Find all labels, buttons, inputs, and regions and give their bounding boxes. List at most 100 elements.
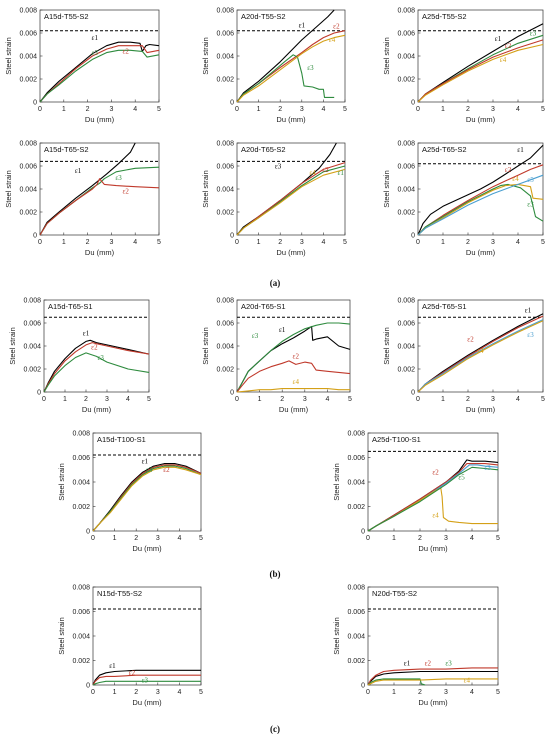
strain-label: ε4 [329,36,336,44]
x-tick-label: 2 [466,106,470,113]
x-tick-label: 3 [491,396,495,403]
series-line [367,667,498,686]
y-tick-label: 0.008 [19,7,37,14]
panel-title: A15d-T100-S1 [97,435,146,444]
y-axis-label: Steel strain [332,463,341,501]
y-axis-label: Steel strain [382,37,391,75]
y-tick-label: 0.004 [397,53,415,60]
strain-label: ε1 [279,326,286,334]
x-axis-label: Du (mm) [85,115,115,124]
x-tick-label: 3 [303,396,307,403]
y-tick-label: 0.006 [397,30,415,37]
y-tick-label: 0.008 [19,140,37,147]
x-tick-label: 2 [466,239,470,246]
x-axis-label: Du (mm) [418,544,448,553]
y-tick-label: 0.002 [397,209,415,216]
x-tick-label: 4 [516,239,520,246]
series-line [236,168,346,236]
strain-label: ε2 [425,659,432,667]
x-tick-label: 4 [126,396,130,403]
chart-panel: 0 0.002 0.004 0.006 0.008 0 1 2 3 4 5 Du (mm) Steel … [382,297,545,414]
strain-label: ε4 [477,347,484,355]
x-tick-label: 1 [113,689,117,696]
x-tick-label: 1 [257,106,261,113]
series-line [236,322,351,393]
series-line [92,466,202,532]
x-tick-label: 0 [91,535,95,542]
x-tick-label: 2 [278,106,282,113]
chart-panel: 0 0.002 0.004 0.006 0.008 0 1 2 3 4 5 Du (mm) Steel … [4,7,161,124]
strain-label: ε4 [293,378,300,386]
y-tick-label: 0.008 [397,140,415,147]
y-tick-label: 0.004 [216,53,234,60]
y-axis-label: Steel strain [57,463,66,501]
x-tick-label: 1 [392,689,396,696]
series-line [236,54,335,103]
x-tick-label: 5 [348,396,352,403]
x-tick-label: 3 [109,106,113,113]
series-line [43,339,150,393]
y-tick-label: 0.008 [23,297,41,304]
x-axis-label: Du (mm) [132,698,162,707]
x-tick-label: 0 [416,396,420,403]
y-axis-label: Steel strain [332,617,341,655]
chart-panel: 0 0.002 0.004 0.006 0.008 0 1 2 3 4 5 Du (mm) Steel … [57,584,203,707]
strain-label: ε1 [495,35,502,43]
x-tick-label: 0 [235,396,239,403]
x-tick-label: 2 [418,689,422,696]
series-line [417,34,544,103]
x-tick-label: 3 [156,535,160,542]
y-tick-label: 0 [411,99,415,106]
y-tick-label: 0.008 [216,140,234,147]
y-tick-label: 0 [33,232,37,239]
strain-label: ε1 [83,330,90,338]
y-tick-label: 0.004 [216,343,234,350]
panel-title: N15d-T55-S2 [97,589,142,598]
x-tick-label: 3 [300,239,304,246]
panel-title: A15d-T55-S2 [44,12,89,21]
series-line [367,678,498,686]
strain-label: ε3 [115,174,122,182]
panel-title: A25d-T100-S1 [372,435,421,444]
x-tick-label: 1 [441,396,445,403]
series-line [367,487,498,532]
x-tick-label: 2 [280,396,284,403]
strain-label: ε4 [500,56,507,64]
y-tick-label: 0.006 [23,320,41,327]
strain-label: ε1 [92,34,99,42]
x-tick-label: 1 [258,396,262,403]
x-tick-label: 0 [38,106,42,113]
y-tick-label: 0 [411,389,415,396]
x-tick-label: 5 [343,106,347,113]
chart-panel: 0 0.002 0.004 0.006 0.008 0 1 2 3 4 5 Du (mm) Steel … [57,430,203,553]
strain-label: ε3 [445,659,452,667]
x-tick-label: 4 [325,396,329,403]
series-line [417,319,544,393]
x-tick-label: 4 [177,689,181,696]
strain-label: ε1 [75,167,82,175]
y-tick-label: 0.002 [397,76,415,83]
chart-panel: 0 0.002 0.004 0.006 0.008 0 1 2 3 4 5 Du (mm) Steel … [201,7,347,124]
series-line [417,320,544,393]
strain-label: ε1 [404,659,411,667]
x-axis-label: Du (mm) [466,248,496,257]
strain-label: ε1 [109,662,116,670]
y-tick-label: 0.002 [397,366,415,373]
chart-panel: 0 0.002 0.004 0.006 0.008 0 1 2 3 4 5 Du (mm) Steel … [4,140,161,257]
x-tick-label: 3 [491,106,495,113]
x-axis-label: Du (mm) [418,698,448,707]
x-tick-label: 1 [441,239,445,246]
x-tick-label: 4 [470,689,474,696]
strain-label: ε1 [517,146,524,154]
series-line [367,670,498,686]
x-tick-label: 1 [113,535,117,542]
series-line [236,360,351,393]
y-tick-label: 0 [86,528,90,535]
x-tick-label: 4 [133,239,137,246]
strain-label: ε2 [91,343,98,351]
y-axis-label: Steel strain [57,617,66,655]
y-tick-label: 0.002 [347,658,365,665]
x-tick-label: 0 [416,239,420,246]
plot-frame [92,432,202,532]
